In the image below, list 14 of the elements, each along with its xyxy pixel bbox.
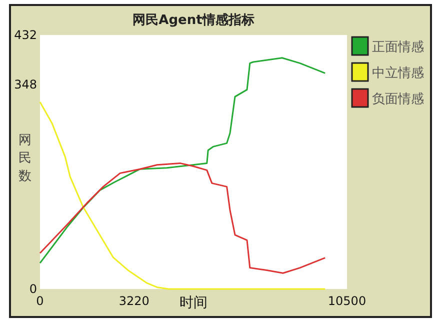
line-series [39, 101, 326, 290]
y-tick-label: 348 [14, 77, 37, 92]
legend-label: 负面情感 [372, 92, 424, 107]
chart-title: 网民Agent情感指标 [132, 12, 254, 28]
y-axis-title: 网民数 [18, 133, 32, 184]
x-tick-label: 10500 [328, 294, 366, 308]
y-tick-label: 0 [29, 282, 37, 296]
legend-label: 中立情感 [372, 65, 424, 81]
x-tick-label: 3220 [118, 294, 150, 308]
x-axis-title: 时间 [180, 295, 208, 311]
y-tick-label: 432 [14, 28, 37, 42]
line-series [39, 57, 326, 264]
legend-label: 正面情感 [372, 40, 424, 55]
line-series [39, 162, 326, 274]
